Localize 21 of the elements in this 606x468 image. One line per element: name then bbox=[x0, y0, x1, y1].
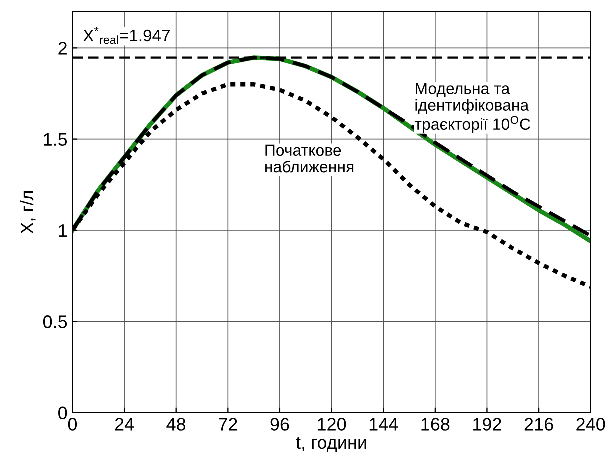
y-tick-label: 1.5 bbox=[44, 133, 68, 146]
x-tick-label: 96 bbox=[270, 418, 290, 431]
x-tick-label: 144 bbox=[370, 418, 398, 431]
x-tick-label: 168 bbox=[422, 418, 450, 431]
ref-line-label: X$^{*}$$_{real}$=1.947 bbox=[83, 27, 170, 44]
y-tick-label: 0.5 bbox=[43, 316, 68, 328]
y-tick-label: 0 bbox=[58, 406, 68, 420]
x-tick-label: 72 bbox=[219, 418, 238, 431]
annotation: Початкове наближення bbox=[266, 144, 354, 173]
y-axis-title: X, г/л bbox=[20, 191, 36, 234]
annotation: Модельна та ідентифікована траєкторії 10$^{O}$C bbox=[414, 83, 530, 134]
x-tick-label: 0 bbox=[68, 418, 78, 431]
x-tick-label: 48 bbox=[166, 418, 186, 431]
x-axis-title: t, години bbox=[296, 437, 366, 453]
x-tick-label: 192 bbox=[474, 418, 502, 431]
x-tick-label: 240 bbox=[576, 418, 606, 431]
y-tick-label: 2 bbox=[58, 42, 67, 55]
y-tick-label: 1 bbox=[59, 224, 67, 238]
x-tick-label: 216 bbox=[524, 418, 554, 431]
x-tick-label: 24 bbox=[115, 418, 134, 431]
x-tick-label: 120 bbox=[318, 418, 346, 431]
